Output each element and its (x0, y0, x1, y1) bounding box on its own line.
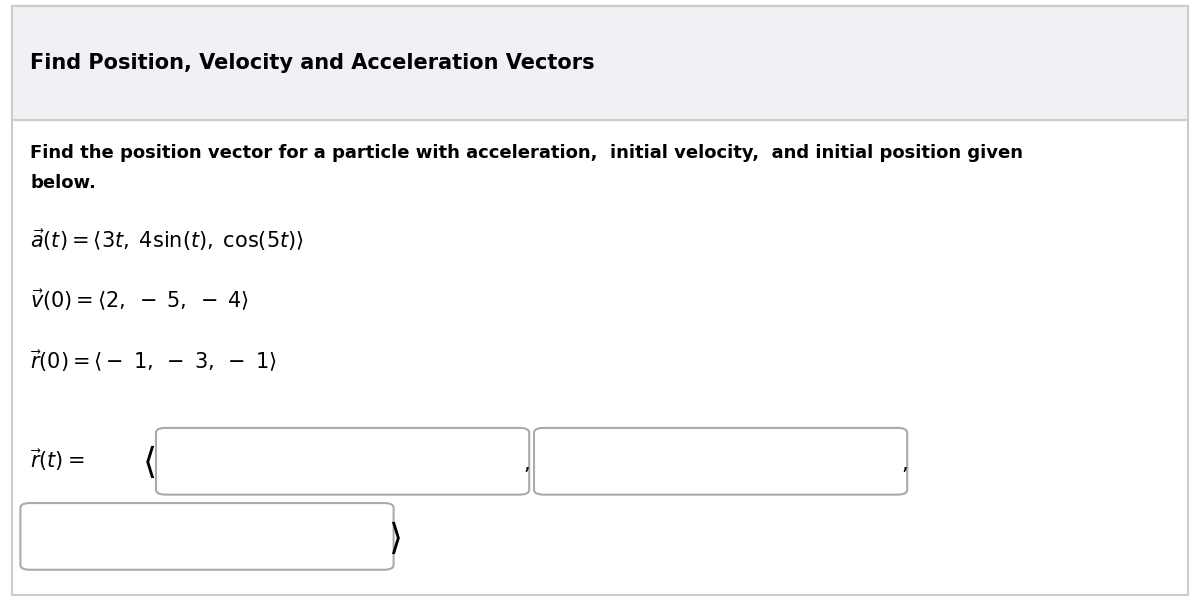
Text: ,: , (901, 454, 908, 474)
Text: $\langle$: $\langle$ (142, 443, 155, 480)
FancyBboxPatch shape (12, 6, 1188, 595)
Text: below.: below. (30, 174, 96, 192)
Text: $\vec{v}(0) = \langle 2,\; -\; 5,\; -\; 4\rangle$: $\vec{v}(0) = \langle 2,\; -\; 5,\; -\; … (30, 288, 250, 313)
FancyBboxPatch shape (12, 6, 1188, 120)
FancyBboxPatch shape (20, 503, 394, 570)
Text: $\vec{a}(t) = \langle 3t,\; 4\sin(t),\; \cos(5t)\rangle$: $\vec{a}(t) = \langle 3t,\; 4\sin(t),\; … (30, 228, 304, 253)
FancyBboxPatch shape (534, 428, 907, 495)
Text: $\vec{r}(0) = \langle -\; 1,\; -\; 3,\; -\; 1\rangle$: $\vec{r}(0) = \langle -\; 1,\; -\; 3,\; … (30, 348, 276, 373)
Text: Find the position vector for a particle with acceleration,  initial velocity,  a: Find the position vector for a particle … (30, 144, 1022, 162)
Text: $\rangle$: $\rangle$ (388, 519, 401, 557)
Text: ,: , (523, 454, 530, 474)
Text: Find Position, Velocity and Acceleration Vectors: Find Position, Velocity and Acceleration… (30, 53, 595, 73)
Text: $\vec{r}(t) =$: $\vec{r}(t) =$ (30, 447, 84, 472)
FancyBboxPatch shape (156, 428, 529, 495)
